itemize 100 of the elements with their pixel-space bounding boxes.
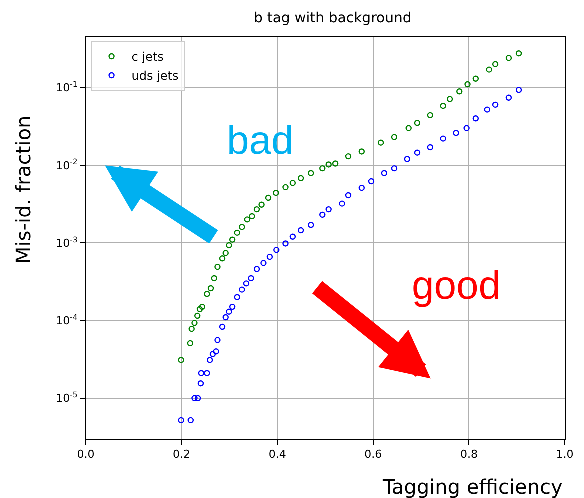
x-tick-label: 0.6 xyxy=(364,448,382,462)
point xyxy=(472,76,480,82)
point xyxy=(254,206,260,213)
point xyxy=(345,192,352,199)
point xyxy=(219,256,226,262)
annotation: good xyxy=(412,264,501,308)
point xyxy=(308,222,314,228)
x-tick-label: 0.4 xyxy=(268,448,286,462)
point xyxy=(213,348,220,355)
point xyxy=(229,304,236,310)
point xyxy=(358,148,365,155)
point xyxy=(244,216,251,223)
point xyxy=(249,213,256,220)
point xyxy=(258,202,265,208)
point xyxy=(506,94,512,101)
point xyxy=(226,242,232,249)
x-tick-label: 0.0 xyxy=(77,448,95,462)
point xyxy=(506,55,512,62)
chart-title: b tag with background xyxy=(254,10,412,26)
point xyxy=(274,247,280,254)
point xyxy=(234,230,240,236)
point xyxy=(229,236,236,243)
point xyxy=(188,326,195,332)
point xyxy=(194,395,202,402)
point xyxy=(339,200,346,207)
point xyxy=(243,280,250,287)
point xyxy=(332,160,339,167)
point xyxy=(320,212,326,218)
point xyxy=(414,150,421,156)
point xyxy=(273,190,280,196)
point xyxy=(404,156,411,162)
point xyxy=(188,417,194,424)
point xyxy=(516,50,522,57)
point xyxy=(414,120,421,126)
point xyxy=(210,351,216,358)
point xyxy=(248,275,254,282)
point xyxy=(265,194,272,202)
point xyxy=(464,125,470,132)
point xyxy=(198,380,204,387)
point xyxy=(446,96,454,102)
y-tick-label: 10$^{-3}$ xyxy=(56,235,78,250)
point xyxy=(192,320,198,326)
y-tick-label: 10$^{-4}$ xyxy=(56,312,78,328)
point xyxy=(204,370,210,376)
x-tick-label: 0.8 xyxy=(460,448,478,462)
point xyxy=(219,324,226,330)
point xyxy=(298,227,304,234)
point xyxy=(368,178,375,185)
point xyxy=(290,180,296,186)
point xyxy=(208,285,214,292)
point xyxy=(391,134,398,140)
point xyxy=(427,112,434,119)
point xyxy=(308,170,314,176)
point xyxy=(440,136,446,142)
point xyxy=(222,314,229,321)
point xyxy=(381,170,388,176)
point xyxy=(282,184,289,191)
point xyxy=(206,357,214,364)
point xyxy=(486,66,492,73)
point xyxy=(345,153,352,160)
point xyxy=(492,61,499,68)
point xyxy=(222,250,229,256)
legend-label: c jets xyxy=(132,50,164,64)
point xyxy=(427,144,434,151)
point xyxy=(378,140,384,146)
point xyxy=(266,254,274,260)
y-tick-label: 10$^{-5}$ xyxy=(56,390,78,406)
point xyxy=(254,266,260,272)
point xyxy=(290,234,296,240)
point xyxy=(391,165,398,172)
y-tick-label: 10$^{-1}$ xyxy=(56,80,78,95)
point xyxy=(456,88,463,95)
y-tick-label: 10$^{-2}$ xyxy=(56,158,78,172)
point xyxy=(239,224,246,230)
point xyxy=(440,103,446,110)
point xyxy=(199,304,206,310)
point xyxy=(196,306,204,312)
point xyxy=(492,102,499,108)
x-axis-title: Tagging efficiency xyxy=(382,475,564,498)
point xyxy=(234,294,240,300)
point xyxy=(211,275,218,282)
point xyxy=(453,130,460,136)
point xyxy=(187,340,194,347)
point xyxy=(204,291,210,298)
point xyxy=(260,260,267,266)
point xyxy=(472,116,480,122)
point xyxy=(214,337,221,344)
point xyxy=(198,370,205,376)
x-tick-label: 0.2 xyxy=(173,448,191,462)
point xyxy=(406,125,412,132)
point xyxy=(298,175,304,182)
point xyxy=(484,106,490,113)
point xyxy=(214,264,221,270)
point xyxy=(226,308,232,315)
point xyxy=(358,185,365,192)
point xyxy=(192,395,198,402)
point xyxy=(178,417,184,424)
annotation: bad xyxy=(227,119,294,163)
point xyxy=(282,240,289,247)
point xyxy=(464,81,471,88)
